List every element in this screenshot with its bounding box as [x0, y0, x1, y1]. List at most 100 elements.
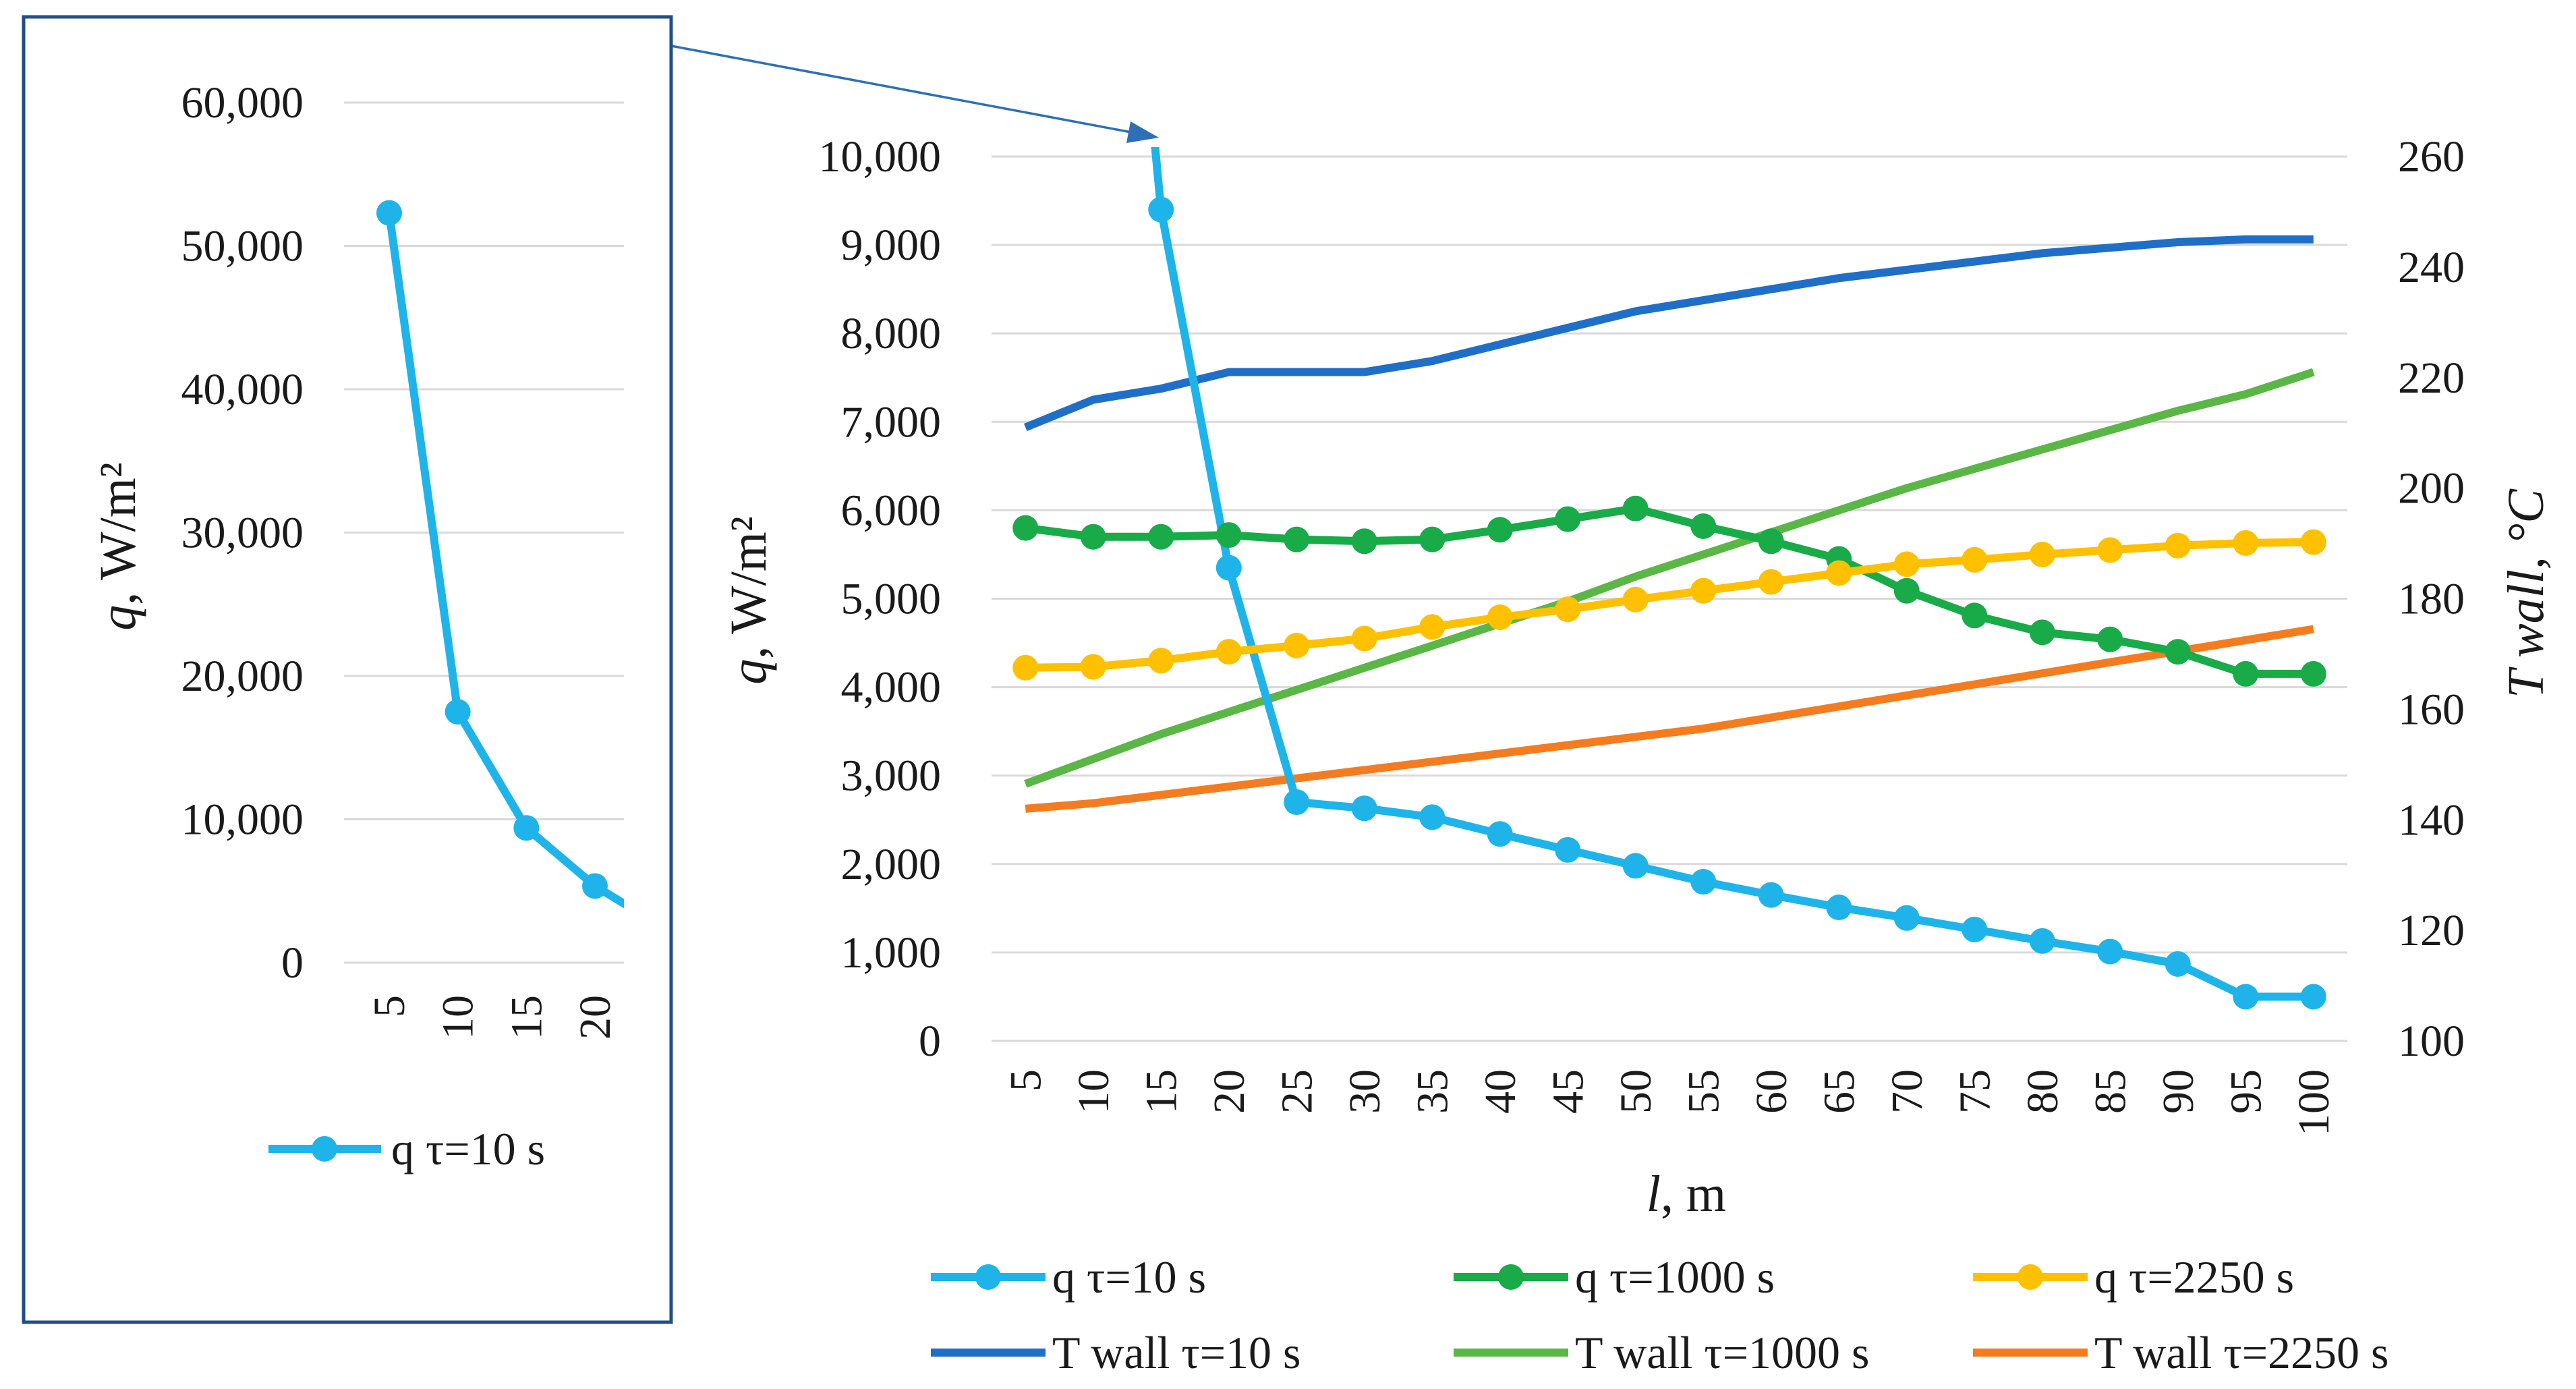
- main-y2-tick-labels: 100 120 140 160 180 200 220 240 260: [2398, 132, 2465, 1066]
- main-y-tick-label: 5,000: [841, 575, 942, 624]
- main-y2-tick-label: 160: [2398, 685, 2465, 734]
- main-x-axis-title-symbol: l: [1647, 1166, 1661, 1222]
- main-data-point: [1555, 506, 1581, 532]
- main-data-point: [1555, 837, 1581, 863]
- main-data-point: [2097, 938, 2123, 965]
- main-x-tick-label: 10: [1069, 1069, 1118, 1114]
- main-data-point: [2029, 928, 2055, 954]
- inset-y-tick-labels: 0 10,000 20,000 30,000 40,000 50,000 60,000: [181, 78, 304, 988]
- main-data-point: [1148, 196, 1174, 223]
- callout-arrow-line: [670, 45, 1135, 134]
- inset-x-tick-label: 5: [365, 995, 414, 1017]
- main-x-axis-title-unit: , m: [1661, 1166, 1726, 1222]
- inset-x-tick-label: 20: [571, 995, 620, 1040]
- main-legend-label: q τ=2250 s: [2094, 1251, 2294, 1303]
- main-data-point: [1351, 625, 1377, 652]
- main-data-point: [1690, 577, 1717, 604]
- main-y-tick-label: 10,000: [819, 132, 942, 181]
- main-y2-tick-label: 180: [2398, 575, 2465, 624]
- main-data-point: [1622, 586, 1649, 613]
- main-data-point: [2165, 639, 2191, 665]
- main-y2-tick-label: 220: [2398, 353, 2465, 403]
- main-data-point: [1893, 551, 1920, 577]
- main-data-point: [1080, 654, 1106, 680]
- main-data-point: [1690, 513, 1717, 539]
- main-data-point: [1487, 604, 1513, 631]
- main-y-axis-title-unit: , W/m²: [720, 516, 777, 658]
- main-x-tick-label: 25: [1272, 1069, 1321, 1114]
- inset-x-tick-labels: 5 10 15 20: [365, 995, 620, 1040]
- main-data-point: [2165, 532, 2191, 559]
- inset-data-point: [513, 815, 540, 841]
- main-y-tick-label: 3,000: [841, 752, 942, 801]
- inset-x-tick-label: 15: [502, 995, 551, 1040]
- main-data-point: [1487, 517, 1513, 543]
- callout-arrow: [670, 45, 1159, 143]
- main-y-axis-title: q, W/m²: [720, 516, 777, 684]
- main-x-tick-label: 30: [1340, 1069, 1390, 1114]
- main-data-point: [1962, 546, 1988, 573]
- main-legend-swatch-marker: [2017, 1264, 2043, 1290]
- main-data-point: [1215, 639, 1242, 665]
- main-x-tick-label: 85: [2086, 1069, 2135, 1114]
- inset-gridlines: [344, 101, 624, 964]
- inset-data-point: [445, 699, 471, 725]
- main-data-point: [2300, 984, 2326, 1010]
- main-legend-swatch-marker: [1498, 1264, 1524, 1290]
- inset-y-axis-title: q, W/m²: [90, 462, 146, 630]
- inset-series: [376, 200, 624, 909]
- main-x-tick-label: 20: [1205, 1069, 1254, 1114]
- main-data-point: [1419, 804, 1446, 830]
- main-data-point: [1758, 528, 1784, 555]
- main-x-tick-label: 55: [1679, 1069, 1728, 1114]
- main-data-point: [1215, 555, 1242, 581]
- main-y-tick-label: 0: [919, 1017, 941, 1066]
- main-legend: q τ=10 s q τ=1000 s q τ=2250 s T wall τ=10 …: [931, 1251, 2389, 1378]
- main-data-point: [1215, 522, 1242, 548]
- main-data-point: [1284, 526, 1310, 552]
- main-series: [1012, 147, 2326, 1010]
- main-x-tick-label: 35: [1408, 1069, 1457, 1114]
- main-data-point: [2233, 984, 2259, 1010]
- main-data-point: [1962, 916, 1988, 942]
- main-y2-tick-label: 240: [2398, 243, 2465, 292]
- main-y2-tick-label: 120: [2398, 906, 2465, 955]
- main-data-point: [2029, 619, 2055, 646]
- main-data-point: [1419, 526, 1446, 552]
- main-legend-swatch-marker: [975, 1264, 1001, 1290]
- main-legend-label: q τ=10 s: [1052, 1251, 1206, 1303]
- inset-y-tick-label: 60,000: [181, 78, 304, 127]
- main-legend-label: T wall τ=2250 s: [2094, 1327, 2389, 1378]
- main-x-tick-label: 75: [1950, 1069, 1999, 1114]
- inset-data-point: [376, 200, 402, 226]
- main-data-point: [1351, 528, 1377, 555]
- main-x-tick-label: 50: [1611, 1069, 1661, 1114]
- main-data-point: [2165, 951, 2191, 977]
- main-legend-label: q τ=1000 s: [1575, 1251, 1775, 1303]
- callout-arrow-head: [1126, 121, 1159, 143]
- main-data-point: [1012, 515, 1039, 541]
- main-y-tick-label: 4,000: [841, 663, 942, 712]
- main-legend-label: T wall τ=10 s: [1052, 1327, 1301, 1378]
- main-x-axis-title: l, m: [1647, 1166, 1726, 1222]
- main-data-point: [1284, 789, 1310, 816]
- main-data-point: [1622, 853, 1649, 879]
- main-series-line: [1024, 368, 2315, 788]
- inset-y-tick-label: 40,000: [181, 365, 304, 414]
- main-y-tick-label: 7,000: [841, 397, 942, 447]
- inset-frame: [22, 15, 673, 1324]
- main-y2-tick-label: 260: [2398, 132, 2465, 181]
- main-data-point: [2300, 660, 2326, 687]
- main-y-axis-title-symbol: q: [720, 659, 777, 685]
- main-data-point: [2233, 530, 2259, 556]
- inset-y-tick-label: 50,000: [181, 222, 304, 271]
- main-data-point: [1351, 795, 1377, 822]
- main-y-tick-label: 9,000: [841, 221, 942, 270]
- main-x-tick-label: 80: [2018, 1069, 2067, 1114]
- main-x-tick-labels: 5 10 15 20 25 30 35 40 45 50 55 60 65 70 75 80 85 90 95 100: [1001, 1069, 2339, 1136]
- main-x-tick-label: 60: [1747, 1069, 1796, 1114]
- inset-y-tick-label: 30,000: [181, 509, 304, 558]
- main-data-point: [1690, 869, 1717, 895]
- main-legend-label: T wall τ=1000 s: [1575, 1327, 1870, 1378]
